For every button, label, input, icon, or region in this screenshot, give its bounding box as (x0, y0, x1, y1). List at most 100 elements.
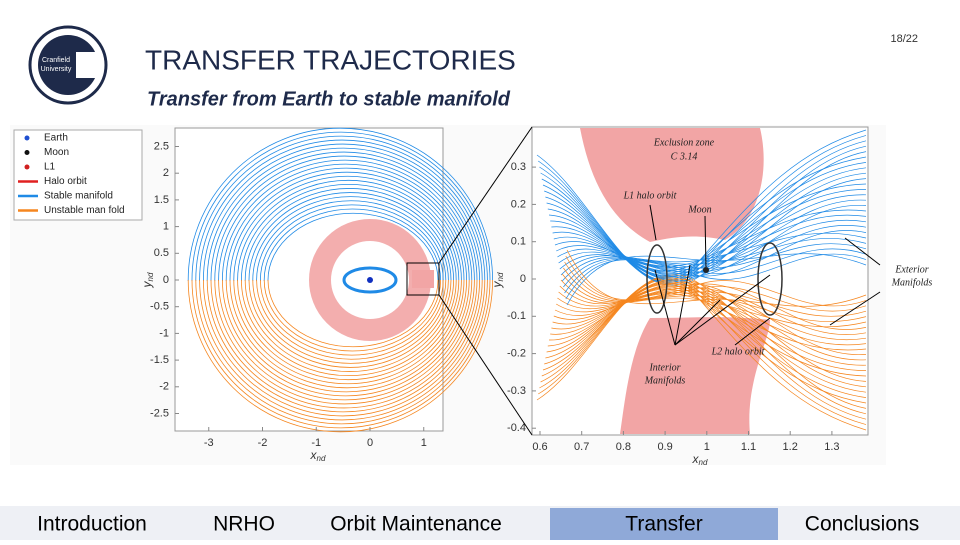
unstable-manifold (260, 279, 444, 356)
y-tick-label: 2.5 (154, 140, 169, 152)
annotation: Moon (687, 204, 711, 215)
axis-label-sub: nd (146, 272, 155, 281)
axis-label: xnd (310, 448, 326, 463)
logo-disc (38, 35, 98, 95)
stable-manifold (195, 135, 488, 281)
halo-region (412, 270, 434, 288)
legend-label: Halo orbit (44, 176, 87, 187)
axis-label-main: y (490, 280, 504, 288)
x-tick-label: 0.7 (574, 441, 589, 453)
stable-manifold (263, 208, 441, 281)
y-tick-label: 0.2 (511, 198, 526, 210)
stable-manifold (229, 171, 465, 281)
annotation: Manifolds (891, 277, 933, 288)
unstable-manifold (206, 279, 480, 413)
pointer-arrow (654, 269, 676, 346)
legend (13, 129, 143, 221)
unstable-manifold (210, 279, 478, 409)
unstable-manifold (237, 279, 460, 381)
unstable-manifold (256, 279, 447, 360)
stable-manifold (566, 253, 867, 306)
nav-tab[interactable]: NRHO (213, 513, 275, 536)
legend-symbol (24, 164, 30, 170)
x-tick-label: 0 (367, 437, 373, 449)
unstable-manifold (225, 279, 467, 393)
unstable-manifold (233, 279, 462, 385)
unstable-manifold (566, 249, 867, 307)
stable-manifold (244, 188, 454, 281)
unstable-manifold (263, 279, 441, 352)
stable-manifold (222, 163, 470, 281)
stable-manifold (191, 131, 491, 281)
legend-label: Moon (44, 147, 69, 158)
y-tick-label: -2.5 (150, 407, 169, 419)
nav-bar (0, 506, 960, 540)
unstable-manifold (195, 279, 488, 425)
y-tick-label: 0 (520, 273, 526, 285)
stable-manifold (564, 248, 867, 294)
y-tick-label: 0.1 (511, 236, 526, 248)
y-tick-label: -0.5 (150, 301, 169, 313)
x-tick-label: 0.8 (616, 441, 631, 453)
stable-manifold (218, 159, 473, 281)
y-tick-label: -1.5 (150, 354, 169, 366)
right-trajectories: 0.3 0.2 0.1 0 -0.1 -0.2 -0.3 -0.4 0.6 0.7 0.8 0.9 1 1… (490, 128, 932, 467)
x-tick-label: 1 (704, 441, 710, 453)
nav-tab[interactable]: Orbit Maintenance (330, 513, 502, 536)
subtitle: Transfer from Earth to stable manifold (147, 88, 511, 110)
stable-manifold (248, 192, 452, 281)
nav-tab[interactable]: Introduction (37, 513, 147, 536)
unstable-manifold (203, 279, 483, 417)
x-tick-label: -1 (311, 437, 321, 449)
stable-manifold (565, 253, 867, 300)
unstable-manifold (561, 273, 867, 322)
pointer-arrow (844, 237, 881, 266)
stable-manifold (210, 151, 478, 281)
nav-tab[interactable]: Conclusions (805, 513, 919, 536)
pointer-arrow (704, 215, 707, 268)
x-tick-label: 1.2 (783, 441, 798, 453)
axis-label: ynd (490, 272, 505, 288)
unstable-manifold (214, 279, 475, 405)
y-tick-label: 1 (163, 221, 169, 233)
axis-label-main: y (140, 280, 154, 288)
y-tick-label: -0.2 (507, 348, 526, 360)
y-tick-label: 2 (163, 167, 169, 179)
pointer-arrow (674, 264, 691, 346)
axis-label: ynd (140, 272, 155, 288)
stable-manifold (187, 127, 493, 281)
legend-items: Earth Moon L1 Halo orbit Stable manifold Unst… (18, 133, 125, 216)
unstable-manifold (199, 279, 486, 421)
axis-label-main: x (310, 448, 318, 462)
unstable-manifold (267, 279, 439, 348)
annotation: C 3.14 (671, 151, 698, 162)
y-tick-label: 0.5 (154, 247, 169, 259)
unstable-manifold (244, 279, 454, 372)
zoom-line (438, 294, 533, 436)
nav-tab[interactable]: Transfer (625, 513, 702, 536)
y-tick-label: -0.1 (507, 310, 526, 322)
earth (367, 277, 373, 283)
stable-manifold (225, 167, 467, 281)
left-trajectories: 2.521.510.50-0.5-1-1.5-2-2.5-3 -2 -1 0 1xndy… (140, 127, 493, 463)
logo-text: Cranfield (42, 57, 70, 64)
annotation: Interior (648, 362, 680, 373)
stable-manifold (241, 183, 457, 281)
y-tick-label: -0.3 (507, 385, 526, 397)
nav-active (550, 508, 778, 540)
l2-halo (757, 242, 783, 316)
y-tick-label: 1.5 (154, 194, 169, 206)
unstable-manifold (191, 279, 491, 429)
unstable-manifold (241, 279, 457, 377)
stable-manifold (233, 175, 462, 281)
stable-manifold (214, 155, 475, 281)
l1-halo (646, 244, 668, 314)
stable-manifold (199, 139, 486, 281)
annotation: Exterior (894, 264, 928, 275)
zoom-box (406, 262, 440, 296)
legend-label: Stable manifold (44, 191, 113, 202)
pointer-arrow (649, 204, 657, 241)
unstable-manifold (563, 267, 867, 317)
pointer-arrow (829, 291, 881, 326)
